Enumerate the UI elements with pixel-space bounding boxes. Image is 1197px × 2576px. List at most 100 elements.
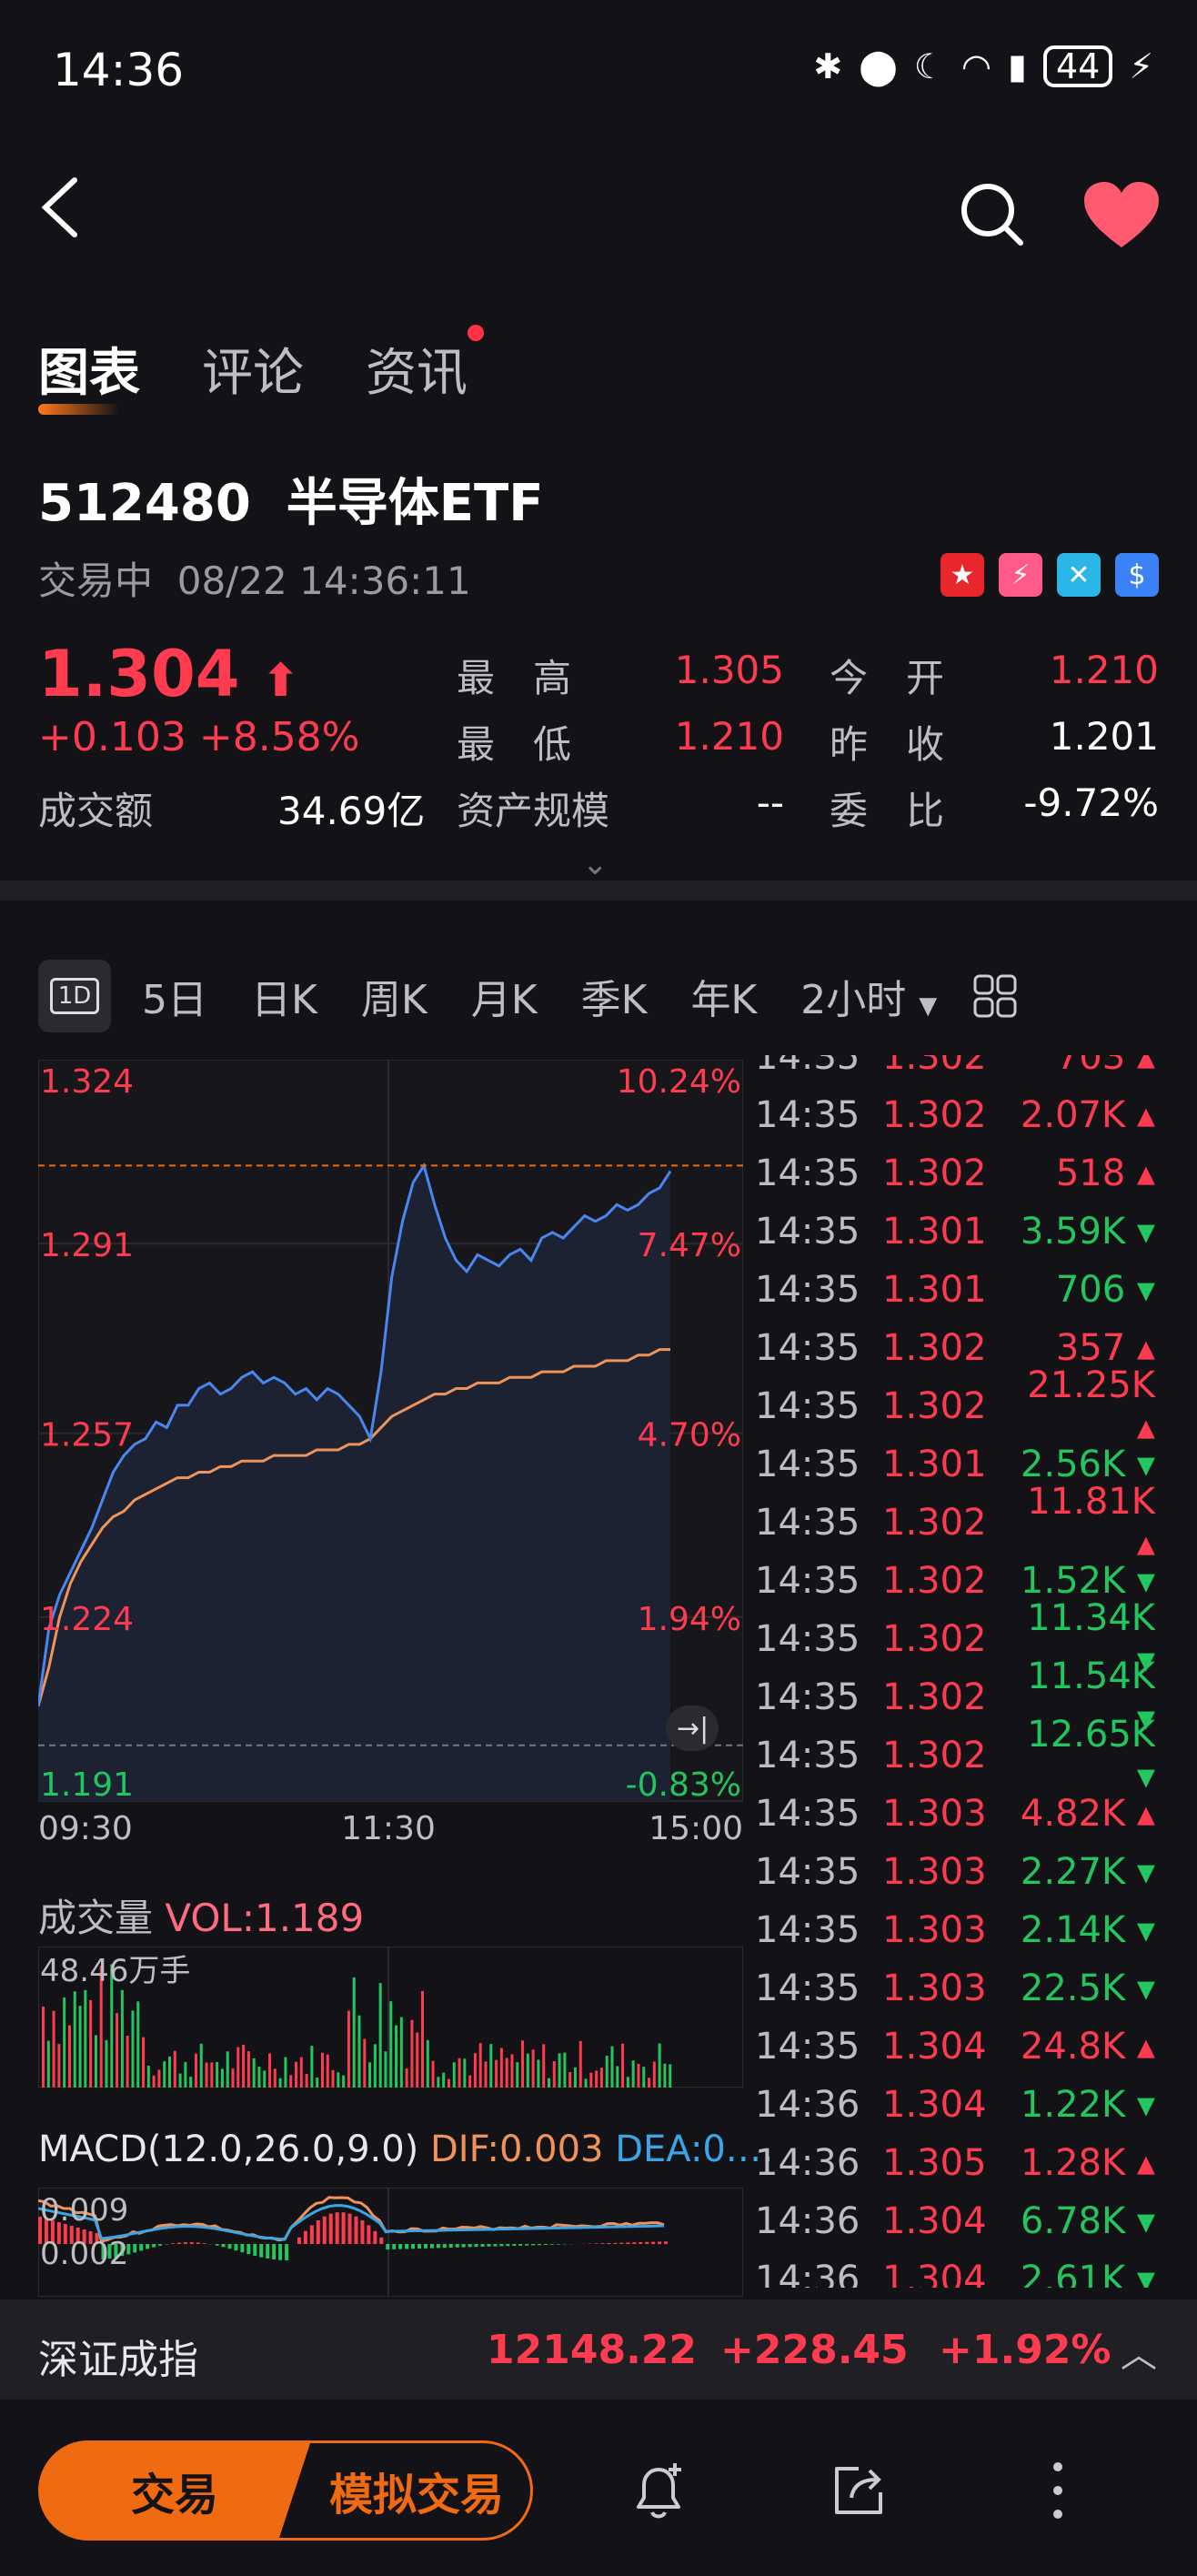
macd-bar (278, 2244, 283, 2260)
macd-bar (626, 2242, 630, 2244)
tick-price: 1.301 (882, 1211, 987, 1253)
macd-dif: DIF:0.003 (430, 2128, 604, 2170)
tick-row: 14:35 1.303 2.27K ▾ (755, 1843, 1155, 1901)
chevron-up-icon[interactable]: ︿ (1121, 2334, 1157, 2376)
period-2h-label: 2小时 (800, 977, 907, 1023)
volume-bar (489, 2044, 493, 2088)
tick-time: 14:35 (755, 1055, 860, 1078)
volume-bar (194, 2053, 197, 2088)
macd-bar (285, 2244, 289, 2260)
volume-bar (510, 2054, 514, 2088)
intraday-chart[interactable]: →| 1.324 10.24% 1.291 7.47% 1.257 4.70% 1.224 1… (38, 1060, 743, 1851)
volume-bar (552, 2060, 556, 2088)
macd-bar (531, 2244, 536, 2246)
period-5d[interactable]: 5日 (142, 977, 207, 1023)
tick-volume: 11.54K ▾ (1027, 1655, 1155, 1739)
index-value: 12148.22 (487, 2327, 698, 2373)
bid-ratio-value: -9.72% (1023, 780, 1159, 825)
back-icon[interactable] (35, 171, 89, 244)
macd-bar (82, 2229, 86, 2244)
volume-bar (42, 2006, 45, 2088)
tick-volume: 706 ▾ (1055, 1269, 1155, 1311)
trade-button[interactable]: 交易 (38, 2440, 311, 2541)
volume-bar (669, 2064, 672, 2088)
price-alert-bell-icon[interactable] (626, 2458, 691, 2523)
share-icon[interactable] (826, 2458, 891, 2523)
bluetooth-icon: ✱ (813, 46, 843, 86)
open-label: 今 开 (830, 656, 945, 700)
volume-bar (295, 2061, 297, 2088)
more-options-icon[interactable] (1044, 2458, 1071, 2523)
tick-row: 14:35 1.303 22.5K ▾ (755, 1959, 1155, 2018)
volume-bar (495, 2059, 498, 2088)
macd-bar (341, 2212, 346, 2244)
macd-bar (272, 2244, 277, 2259)
macd-bar (480, 2244, 485, 2247)
tick-time: 14:35 (755, 1793, 860, 1835)
volume-bar (152, 2075, 156, 2088)
tick-price: 1.302 (882, 1735, 987, 1776)
period-quarter-k[interactable]: 季K (580, 977, 648, 1023)
tick-time: 14:35 (755, 1211, 860, 1253)
volume-bar (573, 2067, 577, 2088)
period-month-k[interactable]: 月K (470, 977, 538, 1023)
period-1d[interactable]: 1D (38, 960, 111, 1032)
period-2h-dropdown[interactable]: 2小时 ▼ (800, 967, 937, 1025)
volume-bar (399, 2017, 403, 2088)
expand-chevron-icon[interactable]: ⌄ (582, 846, 609, 882)
tab-news[interactable]: 资讯 (366, 325, 484, 406)
tab-chart[interactable]: 图表 (38, 332, 140, 415)
volume-bar (658, 2043, 661, 2088)
volume-bar (63, 1997, 66, 2088)
volume-bar (216, 2061, 219, 2088)
favorite-heart-icon[interactable] (1082, 180, 1161, 253)
tab-comments[interactable]: 评论 (202, 344, 304, 403)
tick-price: 1.301 (882, 1269, 987, 1311)
macd-bar (360, 2219, 365, 2244)
grid-icon[interactable] (973, 974, 1017, 1018)
macd-bar (525, 2244, 529, 2246)
period-day-k[interactable]: 日K (251, 977, 317, 1023)
search-icon[interactable] (955, 177, 1028, 250)
tick-row: 14:35 1.303 4.82K ▴ (755, 1785, 1155, 1843)
tick-time: 14:35 (755, 1560, 860, 1602)
volume-bar (458, 2058, 461, 2088)
simulated-trade-button[interactable]: 模拟交易 (273, 2440, 533, 2541)
period-week-k[interactable]: 周K (360, 977, 428, 1023)
volume-bar (357, 2015, 361, 2088)
tick-list[interactable]: 14:35 1.302 703 ▴ 14:35 1.302 2.07K ▴ 14:35 1.3… (755, 1055, 1155, 2288)
exchange-icon: ✕ (1057, 553, 1101, 597)
volume-bar (548, 2078, 550, 2088)
volume-bar (205, 2062, 208, 2088)
volume-bar (631, 2060, 635, 2088)
tick-row: 14:36 1.304 2.61K ▾ (755, 2250, 1155, 2288)
macd-bar (158, 2244, 163, 2246)
volume-chart: 48.46万手 (38, 1947, 743, 2088)
tick-volume: 2.14K ▾ (1020, 1909, 1155, 1951)
tick-price: 1.302 (882, 1055, 987, 1078)
volume-max-label: 48.46万手 (40, 1953, 190, 1989)
macd-bar (170, 2243, 175, 2244)
tick-row: 14:35 1.304 24.8K ▴ (755, 2018, 1155, 2076)
prev-close-label: 昨 收 (830, 722, 945, 767)
bid-ratio-label: 委 比 (830, 789, 945, 833)
instrument-code: 512480 (38, 474, 251, 533)
macd-bar (461, 2244, 466, 2248)
x-tick-label: 09:30 (38, 1810, 133, 1847)
index-bar[interactable]: 深证成指 12148.22 +228.45 +1.92% ︿ (0, 2299, 1197, 2400)
high-value: 1.305 (674, 648, 784, 692)
tick-row: 14:35 1.302 21.25K ▴ (755, 1364, 1155, 1448)
y-tick-label: 1.324 (40, 1063, 134, 1101)
volume-bar (226, 2051, 229, 2088)
tick-price: 1.304 (882, 2200, 987, 2242)
macd-bar (512, 2244, 517, 2246)
volume-bar (437, 2077, 440, 2088)
tick-row: 14:35 1.302 357 ▴ (755, 1319, 1155, 1377)
volume-bar (126, 2035, 129, 2088)
macd-bar (373, 2230, 377, 2244)
period-year-k[interactable]: 年K (690, 977, 758, 1023)
volume-bar (626, 2077, 629, 2088)
status-icons: ✱ ⬤ ☾ ◠ ▮ 44 ⚡ (813, 45, 1153, 87)
tick-row: 14:35 1.301 706 ▾ (755, 1261, 1155, 1319)
jump-latest-button[interactable] (666, 1706, 719, 1751)
